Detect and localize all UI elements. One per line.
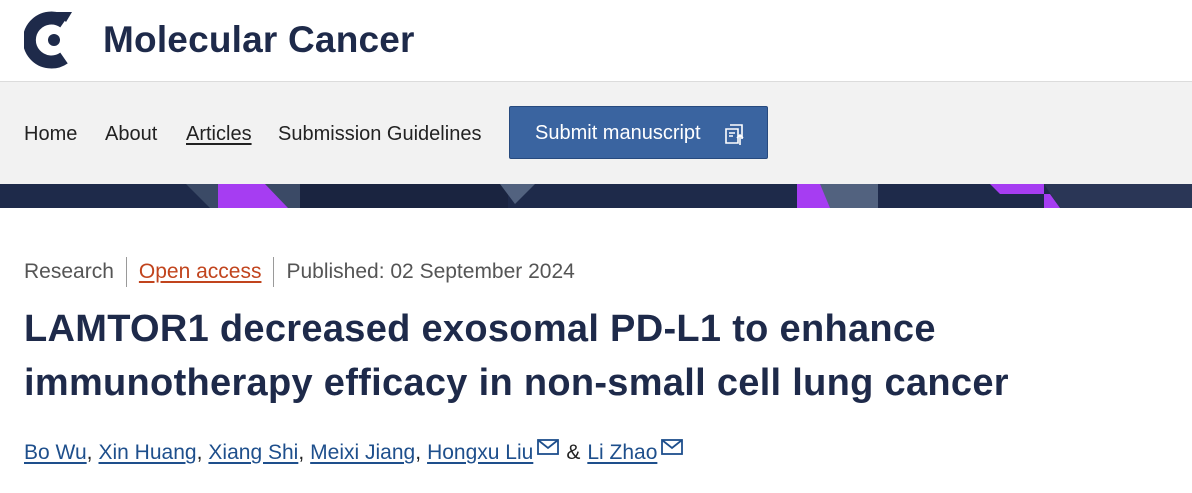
- journal-title[interactable]: Molecular Cancer: [103, 19, 415, 60]
- author-link[interactable]: Bo Wu: [24, 441, 87, 464]
- banner-pattern: [0, 184, 1192, 208]
- author-joiner: &: [566, 441, 581, 464]
- article-type: Research: [24, 260, 114, 283]
- nav-submission-guidelines[interactable]: Submission Guidelines: [278, 123, 482, 145]
- submit-manuscript-button[interactable]: Submit manuscript: [509, 106, 768, 159]
- decorative-banner: [0, 184, 1192, 208]
- meta-divider: [125, 257, 127, 287]
- nav-about[interactable]: About: [105, 123, 158, 145]
- published-date: Published: 02 September 2024: [286, 260, 575, 283]
- site-header: Molecular Cancer: [0, 0, 1192, 82]
- author-link[interactable]: Xin Huang: [98, 441, 197, 464]
- author-link[interactable]: Hongxu Liu: [427, 441, 534, 464]
- article-meta: Research Open access Published: 02 Septe…: [24, 256, 575, 288]
- author-list: Bo Wu, Xin Huang, Xiang Shi, Meixi Jiang…: [24, 438, 684, 468]
- meta-divider: [273, 257, 275, 287]
- author-link[interactable]: Meixi Jiang: [310, 441, 416, 464]
- nav-home[interactable]: Home: [24, 123, 78, 145]
- author-separator: ,: [298, 441, 305, 464]
- submit-manuscript-icon: [725, 124, 744, 145]
- email-icon[interactable]: [537, 439, 560, 455]
- submit-manuscript-label: Submit manuscript: [535, 121, 701, 144]
- nav-articles[interactable]: Articles: [186, 123, 252, 145]
- email-icon[interactable]: [661, 439, 684, 455]
- author-link[interactable]: Xiang Shi: [208, 441, 299, 464]
- author-separator: ,: [196, 441, 203, 464]
- springer-open-logo-icon[interactable]: [24, 10, 80, 70]
- open-access-link[interactable]: Open access: [138, 260, 262, 283]
- article-title: LAMTOR1 decreased exosomal PD-L1 to enha…: [24, 308, 1009, 404]
- author-separator: ,: [415, 441, 422, 464]
- author-link[interactable]: Li Zhao: [587, 441, 658, 464]
- author-separator: ,: [86, 441, 93, 464]
